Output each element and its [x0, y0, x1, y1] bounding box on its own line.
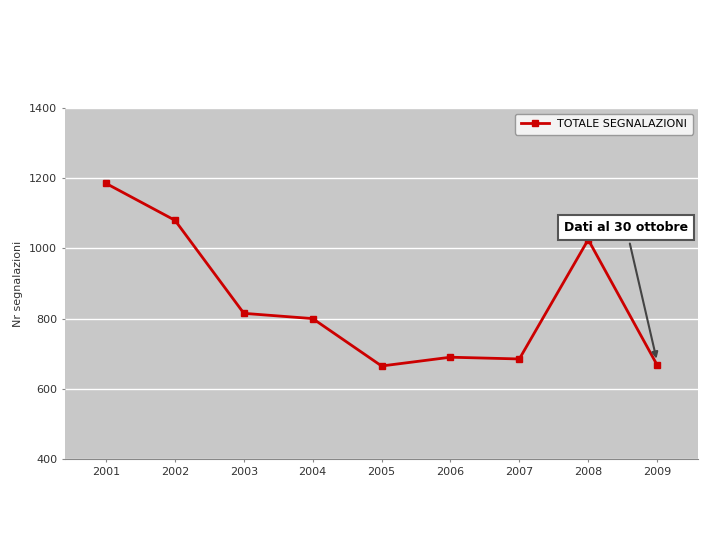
TOTALE SEGNALAZIONI — [515, 356, 523, 362]
TOTALE SEGNALAZIONI — [377, 363, 386, 369]
Text: Andamento del nr di segnalazioni in Emilia Romagna: Andamento del nr di segnalazioni in Emil… — [71, 24, 649, 44]
Y-axis label: Nr segnalazioni: Nr segnalazioni — [14, 240, 24, 327]
TOTALE SEGNALAZIONI — [584, 237, 593, 243]
TOTALE SEGNALAZIONI — [240, 310, 248, 316]
Legend: TOTALE SEGNALAZIONI: TOTALE SEGNALAZIONI — [516, 113, 693, 134]
Line: TOTALE SEGNALAZIONI: TOTALE SEGNALAZIONI — [103, 180, 660, 369]
TOTALE SEGNALAZIONI — [446, 354, 455, 361]
TOTALE SEGNALAZIONI — [171, 217, 179, 224]
TOTALE SEGNALAZIONI — [102, 180, 110, 187]
Text: dal 2001 al 2009: dal 2001 al 2009 — [269, 66, 451, 85]
TOTALE SEGNALAZIONI — [653, 362, 662, 368]
TOTALE SEGNALAZIONI — [308, 315, 317, 322]
Text: Dati al 30 ottobre: Dati al 30 ottobre — [564, 221, 688, 356]
